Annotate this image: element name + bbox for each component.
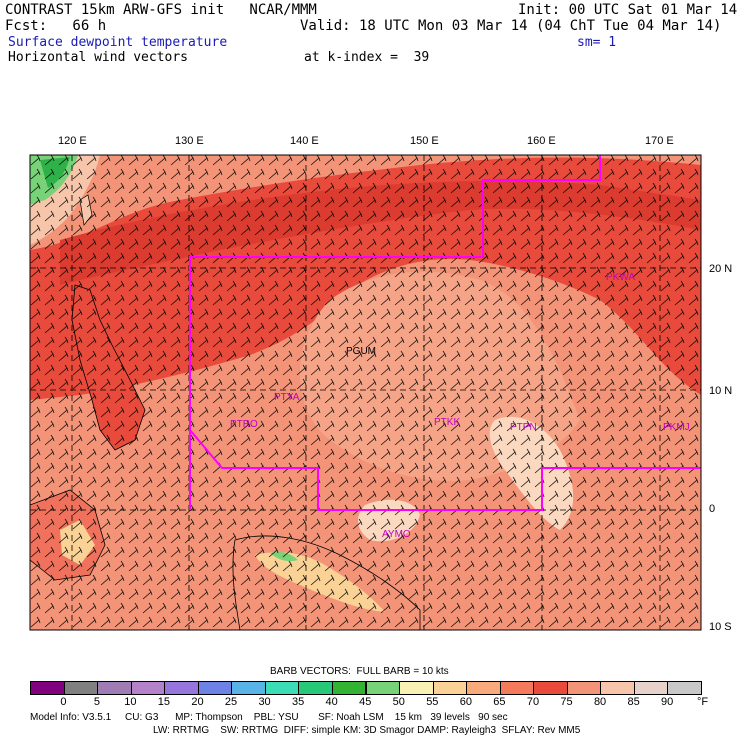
lon-label-140: 140 E xyxy=(290,135,319,147)
legend-swatch xyxy=(197,681,233,695)
legend-swatch xyxy=(499,681,535,695)
legend-swatch xyxy=(466,681,501,695)
legend-swatch xyxy=(63,681,99,695)
legend-tick-label: 60 xyxy=(459,696,472,708)
station-pkwa: PKWA xyxy=(606,272,636,283)
legend-swatch xyxy=(399,681,434,695)
legend-swatch xyxy=(600,681,635,695)
legend-tick-label: 0 xyxy=(60,696,67,708)
legend-tick-label: 20 xyxy=(191,696,204,708)
legend-swatch xyxy=(298,681,333,695)
lat-label-10s: 10 S xyxy=(709,621,732,633)
legend-tick-label: 65 xyxy=(493,696,506,708)
station-ptya: PTYA xyxy=(274,392,300,403)
station-ptkk: PTKK xyxy=(434,417,461,428)
legend-swatch xyxy=(231,681,266,695)
model-info-line2: LW: RRTMG SW: RRTMG DIFF: simple KM: 3D … xyxy=(153,725,581,736)
station-pkmj: PKMJ xyxy=(663,422,690,433)
station-ptpn: PTPN xyxy=(510,422,537,433)
legend-tick-label: 50 xyxy=(392,696,405,708)
legend-tick-label: 35 xyxy=(292,696,305,708)
station-aymo: AYMO xyxy=(382,529,411,540)
legend-tick-label: 55 xyxy=(426,696,439,708)
station-ptro: PTRO xyxy=(230,419,258,430)
legend-tick-label: 45 xyxy=(359,696,372,708)
header-title: CONTRAST 15km ARW-GFS init NCAR/MMM xyxy=(5,2,317,18)
header-fcst: Fcst: 66 h xyxy=(5,18,107,34)
lon-label-130: 130 E xyxy=(175,135,204,147)
kindex-label: at k-index = 39 xyxy=(304,50,430,65)
legend-tick-label: 75 xyxy=(560,696,573,708)
legend-tick-label: 80 xyxy=(593,696,607,708)
legend-tick-label: 90 xyxy=(661,696,674,708)
legend-tick-label: 25 xyxy=(224,696,238,708)
header-valid: Valid: 18 UTC Mon 03 Mar 14 (04 ChT Tue … xyxy=(300,18,722,34)
legend-tick-label: 70 xyxy=(526,696,540,708)
lat-label-0: 0 xyxy=(709,503,716,515)
lon-label-160: 160 E xyxy=(527,135,556,147)
model-info-line1: Model Info: V3.5.1 CU: G3 MP: Thompson P… xyxy=(30,712,508,723)
legend-swatch xyxy=(30,681,65,695)
station-pgum: PGUM xyxy=(346,346,376,357)
lat-label-10n: 10 N xyxy=(709,385,733,397)
legend-tick-label: 10 xyxy=(124,696,137,708)
lon-label-120: 120 E xyxy=(58,135,87,147)
legend-swatch xyxy=(533,681,568,695)
legend-swatch xyxy=(164,681,199,695)
map-fill xyxy=(30,155,701,630)
legend-tick-label: 15 xyxy=(157,696,171,708)
wind-barb-field xyxy=(30,155,701,630)
legend-tick-label: 5 xyxy=(93,696,101,708)
smoothing-label: sm= 1 xyxy=(577,35,617,50)
field-title: Surface dewpoint temperature xyxy=(8,35,228,50)
lon-label-150: 150 E xyxy=(410,135,439,147)
legend-swatch xyxy=(97,681,132,695)
legend-swatch xyxy=(264,681,300,695)
vector-title: Horizontal wind vectors xyxy=(8,50,189,65)
legend-swatch xyxy=(365,681,401,695)
legend-swatch xyxy=(566,681,602,695)
header-init: Init: 00 UTC Sat 01 Mar 14 xyxy=(518,2,738,18)
legend-tick-label: 40 xyxy=(325,696,338,708)
legend-swatch xyxy=(432,681,468,695)
legend-swatch xyxy=(667,681,702,695)
legend-swatch xyxy=(331,681,367,695)
map-frame xyxy=(29,154,702,631)
legend-swatch xyxy=(633,681,669,695)
legend-swatch xyxy=(130,681,166,695)
legend-title: BARB VECTORS: FULL BARB = 10 kts xyxy=(270,666,449,677)
legend-unit: °F xyxy=(697,696,709,708)
lon-label-170: 170 E xyxy=(645,135,674,147)
lat-label-20n: 20 N xyxy=(709,263,733,275)
legend-tick-label: 85 xyxy=(627,696,640,708)
legend-tick-label: 30 xyxy=(258,696,271,708)
eez-boundary xyxy=(189,155,701,511)
